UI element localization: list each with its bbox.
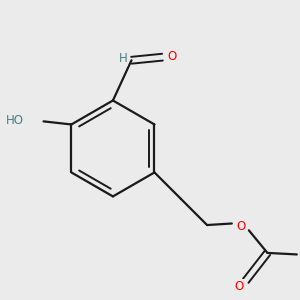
Text: HO: HO (6, 114, 24, 127)
Text: O: O (236, 220, 246, 233)
Text: O: O (234, 280, 244, 293)
Text: H: H (118, 52, 127, 65)
Text: O: O (168, 50, 177, 63)
